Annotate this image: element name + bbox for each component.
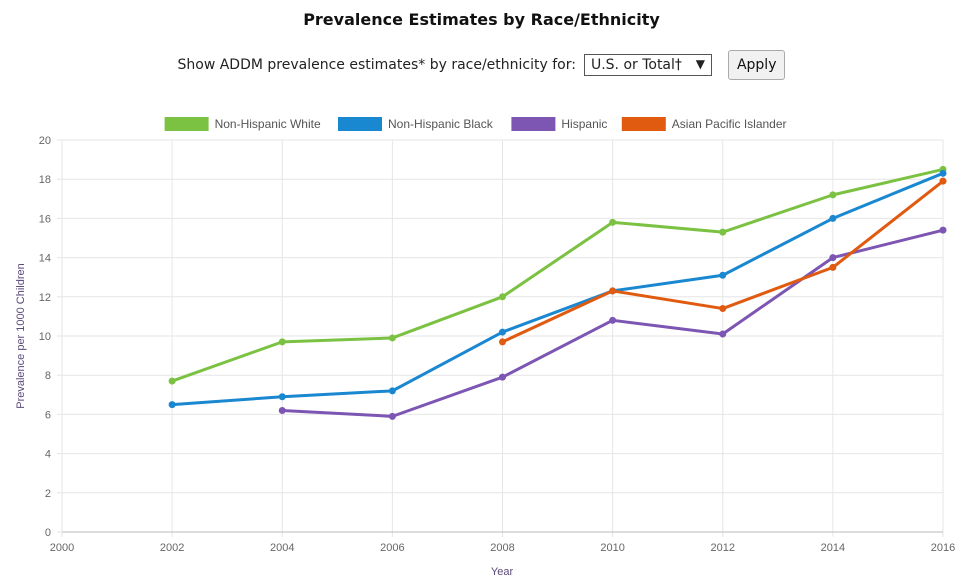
filter-controls: Show ADDM prevalence estimates* by race/… (0, 50, 963, 80)
data-point-non-hispanic-black (829, 214, 837, 222)
data-point-non-hispanic-black (499, 328, 506, 336)
y-tick-label: 4 (45, 449, 51, 461)
data-point-hispanic (499, 373, 506, 381)
legend-label-hispanic: Hispanic (561, 117, 607, 131)
series-line-non-hispanic-black (170, 171, 945, 407)
legend-swatch-asian-pacific-islander (621, 117, 666, 131)
x-tick-label: 2002 (160, 542, 184, 554)
y-tick-label: 10 (39, 331, 51, 343)
triangle-down-icon: ▼ (695, 57, 705, 71)
x-tick-label: 2014 (821, 542, 845, 554)
data-point-hispanic (939, 226, 947, 234)
data-point-non-hispanic-white (829, 191, 837, 199)
filter-label: Show ADDM prevalence estimates* by race/… (177, 57, 576, 73)
data-point-non-hispanic-black (278, 393, 286, 401)
chart-grid (57, 139, 944, 537)
region-select[interactable]: U.S. or Total† ▼ (583, 54, 712, 76)
x-tick-label: 2016 (931, 542, 955, 554)
data-point-hispanic (388, 412, 396, 420)
data-point-non-hispanic-white (719, 228, 727, 236)
apply-button[interactable]: Apply (727, 50, 786, 80)
x-axis-title: Year (491, 566, 514, 578)
y-tick-label: 16 (39, 213, 51, 225)
chart-legend: Non-Hispanic White Non-Hispanic Black Hisp… (164, 117, 787, 131)
legend-label-non-hispanic-black: Non-Hispanic Black (388, 117, 494, 131)
x-tick-label: 2006 (380, 542, 404, 554)
x-tick-label: 2010 (600, 542, 624, 554)
data-point-non-hispanic-black (939, 169, 947, 177)
y-tick-label: 14 (39, 253, 51, 265)
y-tick-label: 12 (39, 292, 51, 304)
data-point-asian-pacific-islander (719, 305, 727, 313)
y-tick-label: 8 (45, 370, 51, 382)
data-point-hispanic (719, 330, 727, 338)
data-point-non-hispanic-white (168, 377, 176, 385)
x-tick-label: 2000 (50, 542, 74, 554)
data-point-asian-pacific-islander (829, 263, 837, 271)
data-point-hispanic (609, 316, 617, 324)
x-tick-label: 2012 (711, 542, 735, 554)
y-tick-label: 18 (39, 174, 51, 186)
data-point-asian-pacific-islander (499, 338, 506, 346)
data-point-hispanic (829, 254, 837, 262)
data-point-non-hispanic-white (278, 338, 286, 346)
chart-title: Prevalence Estimates by Race/Ethnicity (303, 10, 660, 29)
data-point-asian-pacific-islander (609, 287, 617, 295)
series-line-non-hispanic-white (170, 167, 945, 383)
data-point-non-hispanic-white (388, 334, 396, 342)
legend-swatch-non-hispanic-white (164, 117, 209, 131)
y-tick-label: 0 (45, 527, 51, 539)
region-select-value: U.S. or Total† (590, 57, 682, 73)
x-tick-label: 2004 (270, 542, 294, 554)
y-axis-title: Prevalence per 1000 Children (15, 263, 27, 409)
x-tick-label: 2008 (490, 542, 514, 554)
data-point-non-hispanic-white (499, 293, 506, 301)
data-point-hispanic (278, 406, 286, 414)
chart-series (168, 165, 947, 420)
legend-label-non-hispanic-white: Non-Hispanic White (215, 117, 321, 131)
data-point-non-hispanic-black (388, 387, 396, 395)
chart-axes: 0 2 4 6 8 10 12 14 16 18 20 2000 2002 2004 2006 2008 201… (39, 135, 955, 554)
y-tick-label: 2 (45, 488, 51, 500)
data-point-asian-pacific-islander (939, 177, 947, 185)
y-tick-label: 20 (39, 135, 51, 147)
legend-label-asian-pacific-islander: Asian Pacific Islander (672, 117, 787, 131)
y-tick-label: 6 (45, 409, 51, 421)
data-point-non-hispanic-white (609, 218, 617, 226)
data-point-non-hispanic-black (168, 401, 176, 409)
legend-swatch-hispanic (511, 117, 556, 131)
data-point-non-hispanic-black (719, 271, 727, 279)
legend-swatch-non-hispanic-black (338, 117, 382, 131)
